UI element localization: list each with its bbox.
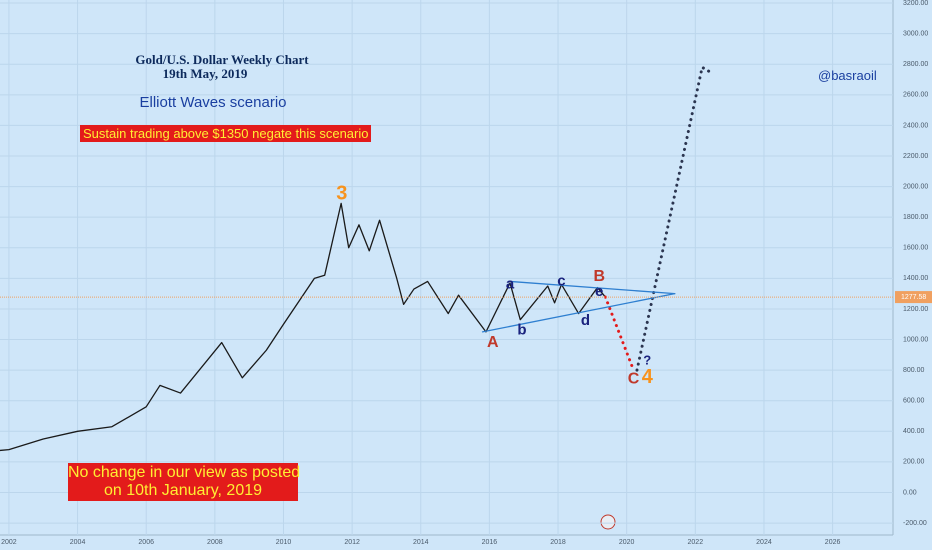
y-tick-label: 2000.00 bbox=[903, 183, 928, 190]
y-tick-label: 1800.00 bbox=[903, 214, 928, 221]
wave-label: C bbox=[628, 371, 640, 388]
series-line bbox=[481, 293, 676, 333]
y-tick-label: 1400.00 bbox=[903, 275, 928, 282]
y-tick-label: 3200.00 bbox=[903, 0, 928, 7]
x-tick-label: 2010 bbox=[276, 539, 292, 546]
chart-title: Gold/U.S. Dollar Weekly Chart bbox=[135, 52, 309, 67]
wave-label: ? bbox=[643, 352, 651, 367]
x-tick-label: 2002 bbox=[1, 539, 17, 546]
x-tick-label: 2016 bbox=[482, 539, 498, 546]
y-tick-label: 0.00 bbox=[903, 489, 917, 496]
wave-label: 4 bbox=[642, 366, 654, 388]
wave-label: A bbox=[487, 334, 499, 351]
y-tick-label: 1200.00 bbox=[903, 306, 928, 313]
y-tick-label: 600.00 bbox=[903, 398, 925, 405]
y-tick-label: 1600.00 bbox=[903, 245, 928, 252]
x-tick-label: 2004 bbox=[70, 539, 86, 546]
y-tick-label: 400.00 bbox=[903, 428, 925, 435]
wave-label: d bbox=[581, 312, 590, 329]
x-tick-label: 2022 bbox=[688, 539, 704, 546]
warning-box: Sustain trading above $1350 negate this … bbox=[80, 125, 372, 142]
y-tick-label: 2400.00 bbox=[903, 122, 928, 129]
y-tick-label: 800.00 bbox=[903, 367, 925, 374]
last-price-label: 1277.58 bbox=[901, 294, 926, 301]
note-box: No change in our view as posted on 10th … bbox=[68, 463, 301, 501]
x-tick-label: 2024 bbox=[756, 539, 772, 546]
y-tick-label: 2200.00 bbox=[903, 153, 928, 160]
last-price-box bbox=[895, 291, 932, 304]
x-tick-label: 2008 bbox=[207, 539, 223, 546]
x-tick-label: 2026 bbox=[825, 539, 841, 546]
y-tick-label: 2800.00 bbox=[903, 61, 928, 68]
series-line bbox=[0, 202, 607, 452]
x-tick-label: 2014 bbox=[413, 539, 429, 546]
y-tick-label: 1000.00 bbox=[903, 336, 928, 343]
wave-label: B bbox=[593, 268, 605, 285]
wave-label: a bbox=[506, 275, 515, 292]
event-icon bbox=[600, 514, 616, 530]
y-tick-label: 3000.00 bbox=[903, 30, 928, 37]
y-tick-label: 200.00 bbox=[903, 459, 925, 466]
author: @basraoil bbox=[818, 68, 877, 83]
note-line: No change in our view as posted bbox=[68, 464, 301, 481]
price-axis-panel bbox=[893, 0, 932, 550]
x-tick-label: 2012 bbox=[344, 539, 360, 546]
wave-label: 3 bbox=[336, 183, 347, 205]
x-tick-label: 2006 bbox=[138, 539, 154, 546]
note-line: on 10th January, 2019 bbox=[103, 482, 263, 499]
x-tick-label: 2020 bbox=[619, 539, 635, 546]
series-line bbox=[509, 280, 676, 295]
series-line bbox=[635, 65, 714, 372]
wave-label: e bbox=[595, 283, 603, 300]
series-line bbox=[603, 295, 636, 372]
chart-subtitle: Elliott Waves scenario bbox=[139, 94, 287, 111]
y-tick-label: 2600.00 bbox=[903, 92, 928, 99]
wave-label: c bbox=[557, 272, 565, 289]
x-tick-label: 2018 bbox=[550, 539, 566, 546]
y-tick-label: -200.00 bbox=[903, 520, 927, 527]
wave-label: b bbox=[517, 321, 526, 338]
chart-date: 19th May, 2019 bbox=[162, 66, 248, 81]
